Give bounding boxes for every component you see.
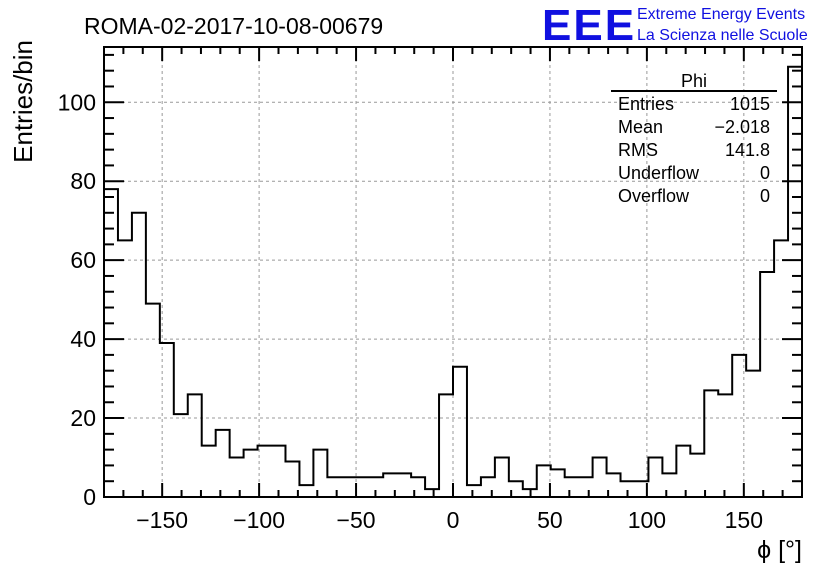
grid (104, 47, 802, 497)
stats-label: Underflow (618, 163, 700, 183)
stats-box: Phi Entries 1015 Mean −2.018 RMS 141.8 Underfl… (611, 71, 777, 206)
x-tick-label: −50 (337, 507, 376, 533)
y-tick-label: 100 (58, 89, 96, 115)
x-tick-label: 0 (447, 507, 460, 533)
stats-box-title: Phi (681, 71, 707, 91)
x-tick-label: −100 (233, 507, 285, 533)
stats-label: RMS (618, 140, 658, 160)
stats-label: Overflow (618, 186, 690, 206)
tick-labels: −150 −100 −50 0 50 100 150 0 20 40 60 80 100 (58, 89, 763, 533)
axis-ticks (104, 47, 802, 498)
x-tick-label: 100 (628, 507, 666, 533)
histogram-outline (103, 65, 802, 497)
x-tick-label: 150 (725, 507, 763, 533)
x-tick-label: 50 (537, 507, 563, 533)
stats-rows: Entries 1015 Mean −2.018 RMS 141.8 Underflow 0 O… (618, 94, 770, 206)
chart-title: ROMA-02-2017-10-08-00679 (84, 13, 383, 39)
x-axis-label: ϕ [°] (757, 536, 802, 564)
y-axis-label: Entries/bin (8, 40, 38, 163)
y-tick-label: 0 (83, 484, 96, 510)
y-tick-label: 80 (70, 168, 96, 194)
stats-value: −2.018 (714, 117, 770, 137)
eee-logo: EEE (542, 1, 636, 50)
stats-value: 141.8 (725, 140, 770, 160)
stats-value: 0 (760, 186, 770, 206)
x-tick-label: −150 (136, 507, 188, 533)
stats-value: 1015 (730, 94, 770, 114)
stats-value: 0 (760, 163, 770, 183)
y-tick-label: 40 (70, 326, 96, 352)
y-tick-label: 20 (70, 405, 96, 431)
stats-label: Entries (618, 94, 674, 114)
y-tick-label: 60 (70, 247, 96, 273)
eee-line2: La Scienza nelle Scuole (637, 27, 808, 44)
stats-label: Mean (618, 117, 663, 137)
eee-line1: Extreme Energy Events (637, 6, 805, 23)
